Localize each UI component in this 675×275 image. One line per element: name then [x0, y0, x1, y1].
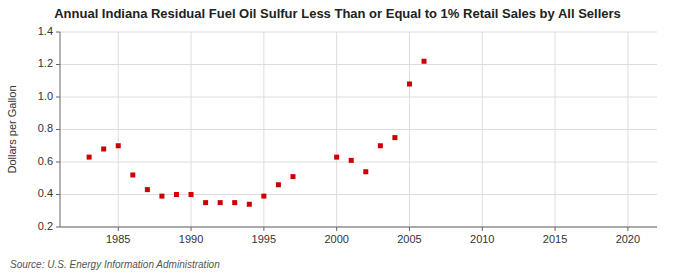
x-tick [118, 227, 119, 231]
chart: 0.2 0.4 0.6 0.8 1.0 1.2 1.4 1985 1990 1995 2000 200… [0, 0, 675, 275]
y-grid-line [60, 227, 657, 228]
y-tick-label: 0.2 [38, 220, 53, 232]
x-grid-line [627, 32, 628, 227]
y-tick-label: 1.2 [38, 57, 53, 69]
x-tick [336, 227, 337, 231]
x-tick-label: 2015 [543, 233, 567, 245]
x-tick-label: 1990 [179, 233, 203, 245]
y-tick [56, 32, 60, 33]
point [116, 143, 121, 148]
y-tick-label: 0.6 [38, 155, 53, 167]
point [218, 200, 223, 205]
x-grid-line [409, 32, 410, 227]
point [392, 135, 397, 140]
point [378, 143, 383, 148]
point [174, 192, 179, 197]
x-tick-label: 2005 [397, 233, 421, 245]
x-tick [627, 227, 628, 231]
points [87, 59, 427, 207]
point [189, 192, 194, 197]
y-grid-line [60, 162, 657, 163]
point [363, 169, 368, 174]
y-tick-label: 1.4 [38, 25, 53, 37]
x-tick [191, 227, 192, 231]
y-tick-label: 1.0 [38, 90, 53, 102]
y-axis-line [60, 32, 61, 227]
y-grid-line [60, 64, 657, 65]
x-tick-label: 2020 [616, 233, 640, 245]
y-tick [56, 162, 60, 163]
y-tick [56, 64, 60, 65]
point [232, 200, 237, 205]
title: Annual Indiana Residual Fuel Oil Sulfur … [54, 6, 621, 21]
point [349, 158, 354, 163]
x-tick-label: 2000 [324, 233, 348, 245]
y-tick [56, 227, 60, 228]
y-tick [56, 97, 60, 98]
point [334, 155, 339, 160]
x-grid-line [118, 32, 119, 227]
x-grid-line [336, 32, 337, 227]
point [145, 187, 150, 192]
x-grid-line [191, 32, 192, 227]
y-tick [56, 129, 60, 130]
y-tick [56, 194, 60, 195]
x-axis-line [60, 227, 657, 228]
x-tick [555, 227, 556, 231]
x-tick-label: 1985 [106, 233, 130, 245]
axes: 0.2 0.4 0.6 0.8 1.0 1.2 1.4 1985 1990 1995 2000 200… [38, 25, 657, 245]
point [101, 147, 106, 152]
y-tick-label: 0.8 [38, 122, 53, 134]
y-grid-line [60, 129, 657, 130]
point [422, 59, 427, 64]
source-note: Source: U.S. Energy Information Administ… [10, 259, 220, 270]
point [247, 202, 252, 207]
point [276, 182, 281, 187]
point [203, 200, 208, 205]
y-tick-label: 0.4 [38, 187, 53, 199]
grid [60, 32, 657, 227]
point [407, 82, 412, 87]
x-tick-label: 2010 [470, 233, 494, 245]
y-grid-line [60, 194, 657, 195]
point [87, 155, 92, 160]
y-axis-label: Dollars per Gallon [6, 85, 18, 173]
point [159, 194, 164, 199]
x-grid-line [555, 32, 556, 227]
point [290, 174, 295, 179]
x-tick [482, 227, 483, 231]
x-tick [409, 227, 410, 231]
y-grid-line [60, 97, 657, 98]
x-grid-line [482, 32, 483, 227]
x-tick [263, 227, 264, 231]
x-tick-label: 1995 [252, 233, 276, 245]
point [261, 194, 266, 199]
point [130, 173, 135, 178]
y-grid-line [60, 32, 657, 33]
